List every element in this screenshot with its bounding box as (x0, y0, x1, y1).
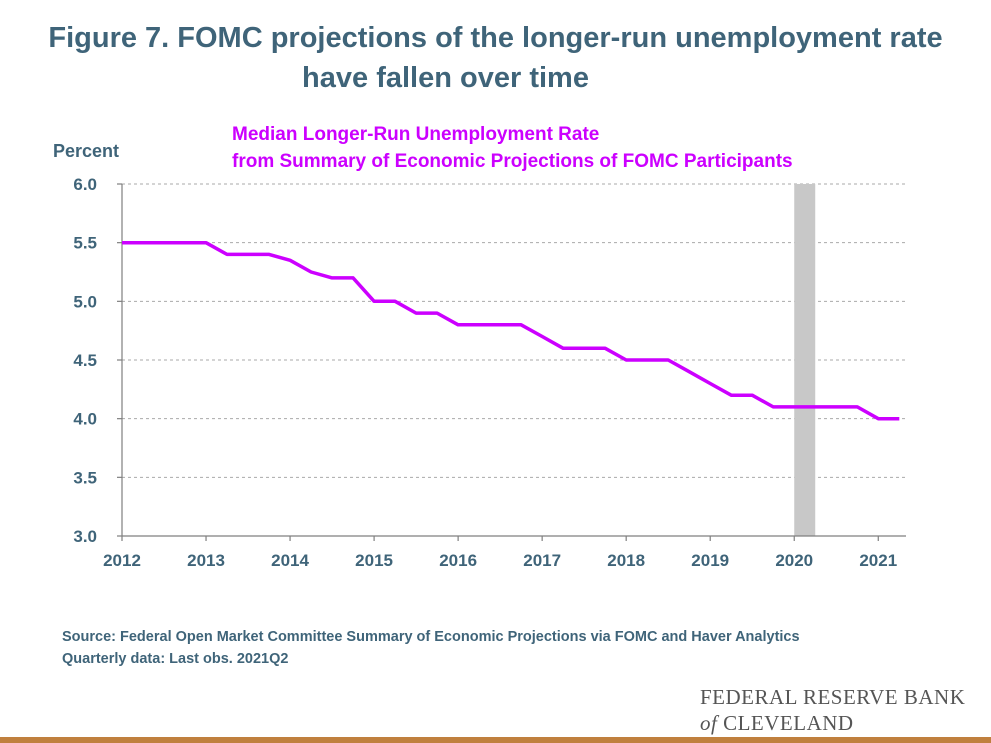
data-note-text: Quarterly data: Last obs. 2021Q2 (62, 651, 289, 667)
x-tick-label-2020: 2020 (775, 551, 813, 570)
chart-title-line1: Figure 7. FOMC projections of the longer… (48, 22, 943, 54)
y-tick-label-4.5: 4.5 (73, 351, 97, 370)
y-axis-label: Percent (53, 141, 119, 161)
logo-cleveland: CLEVELAND (717, 711, 854, 735)
y-tick-labels: 3.0 3.5 4.0 4.5 5.0 5.5 6.0 (73, 175, 97, 546)
y-tick-label-3.5: 3.5 (73, 468, 97, 487)
x-tick-label-2012: 2012 (103, 551, 141, 570)
series-label-line1: Median Longer-Run Unemployment Rate (232, 124, 599, 145)
x-tick-labels: 2012 2013 2014 2015 2016 2017 2018 2019 2020 2021 (103, 551, 897, 570)
x-tick-label-2017: 2017 (523, 551, 561, 570)
x-tick-label-2013: 2013 (187, 551, 225, 570)
source-text: Source: Federal Open Market Committee Su… (62, 629, 800, 645)
logo-of: of (700, 711, 718, 735)
series-label-line2: from Summary of Economic Projections of … (232, 151, 793, 172)
y-tick-label-4.0: 4.0 (73, 410, 97, 429)
source-note: Source: Federal Open Market Committee Su… (62, 626, 800, 670)
chart-title-line2: have fallen over time (302, 62, 589, 94)
x-tick-label-2021: 2021 (859, 551, 897, 570)
y-tick-label-5.0: 5.0 (73, 292, 97, 311)
bottom-rule (0, 737, 991, 743)
chart-title: Figure 7. FOMC projections of the longer… (0, 18, 991, 98)
fed-cleveland-logo: FEDERAL RESERVE BANK of CLEVELAND (700, 684, 965, 736)
y-tick-label-6.0: 6.0 (73, 175, 97, 194)
y-tick-label-5.5: 5.5 (73, 234, 97, 253)
x-tick-label-2016: 2016 (439, 551, 477, 570)
x-tick-label-2019: 2019 (691, 551, 729, 570)
axes (117, 183, 906, 541)
logo-line1: FEDERAL RESERVE BANK (700, 685, 966, 709)
x-tick-label-2015: 2015 (355, 551, 393, 570)
y-tick-label-3.0: 3.0 (73, 527, 97, 546)
series-line-unemployment-rate (122, 240, 900, 421)
recession-shading (794, 184, 816, 536)
logo-line2: of CLEVELAND (700, 710, 965, 736)
grid-lines (122, 183, 906, 478)
x-tick-label-2014: 2014 (271, 551, 309, 570)
x-tick-label-2018: 2018 (607, 551, 645, 570)
